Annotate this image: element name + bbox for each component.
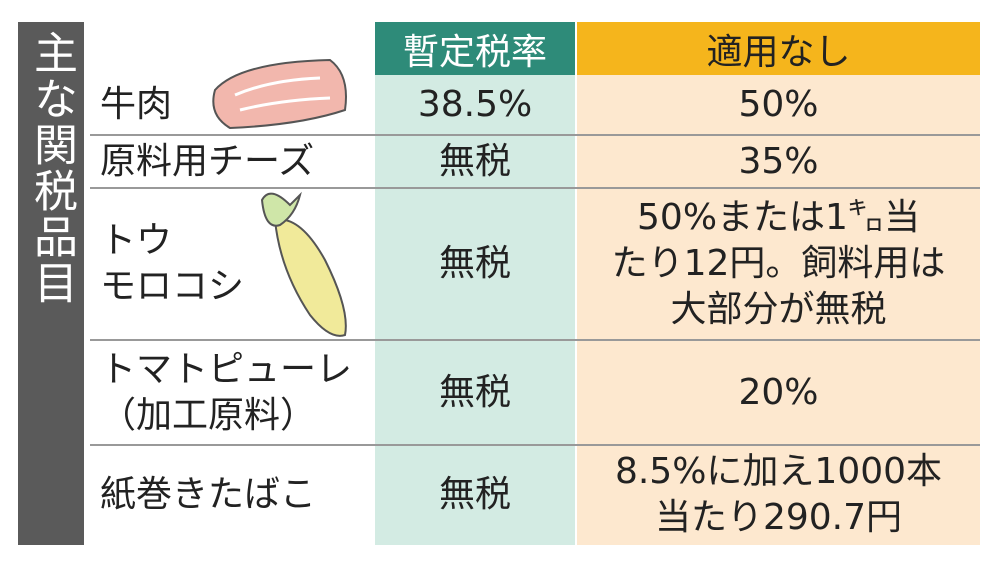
item-cell: 紙巻きたばこ [90, 445, 372, 545]
none-cell: 50%または1㌔当 たり12円。飼料用は 大部分が無税 [577, 188, 980, 340]
header-provisional: 暫定税率 [375, 22, 575, 75]
row-divider [90, 444, 980, 446]
cell-line: 紙巻きたばこ [100, 474, 317, 515]
cell-line: 無税 [438, 371, 511, 413]
cell-line: トウ [100, 220, 173, 261]
provisional-cell: 無税 [375, 340, 575, 445]
item-cell: トウ モロコシ [90, 188, 372, 340]
item-cell: 原料用チーズ [90, 135, 372, 188]
cell-line: 無税 [438, 243, 511, 284]
cell-line: 20% [738, 371, 819, 413]
cell-line: たり12円。飼料用は [611, 243, 946, 284]
item-cell: 牛肉 [90, 75, 372, 135]
none-column [577, 75, 980, 545]
cell-line: 35% [738, 140, 819, 182]
corn-husk [260, 191, 302, 227]
cell-line: トマトピューレ [100, 348, 353, 390]
provisional-cell: 無税 [375, 445, 575, 545]
row-divider [90, 339, 980, 341]
cell-line: 大部分が無税 [670, 289, 887, 330]
cell-line: 50%または1㌔当 [637, 197, 920, 238]
provisional-cell: 無税 [375, 188, 575, 340]
item-cell: トマトピューレ （加工原料） [90, 340, 372, 445]
header-none: 適用なし [577, 22, 980, 75]
none-cell: 35% [577, 135, 980, 188]
none-cell: 50% [577, 75, 980, 135]
none-cell: 8.5%に加え1000本 当たり290.7円 [577, 445, 980, 545]
none-cell: 20% [577, 340, 980, 445]
provisional-cell: 無税 [375, 135, 575, 188]
cell-line: モロコシ [100, 266, 245, 307]
corn-icon [273, 218, 347, 337]
cell-line: 牛肉 [100, 84, 173, 125]
meat-marbling [234, 76, 331, 112]
cell-line: 原料用チーズ [100, 140, 315, 182]
cell-line: 38.5% [417, 84, 533, 125]
row-divider [90, 134, 980, 136]
row-divider [90, 187, 980, 189]
side-title: 主な関税品目 [18, 22, 84, 545]
cell-line: 当たり290.7円 [654, 497, 903, 538]
cell-line: （加工原料） [100, 394, 317, 436]
cell-line: 8.5%に加え1000本 [614, 451, 943, 492]
cell-line: 無税 [438, 474, 511, 515]
cell-line: 無税 [438, 140, 511, 182]
provisional-column [375, 75, 575, 545]
cell-line: 50% [738, 84, 819, 125]
provisional-cell: 38.5% [375, 75, 575, 135]
